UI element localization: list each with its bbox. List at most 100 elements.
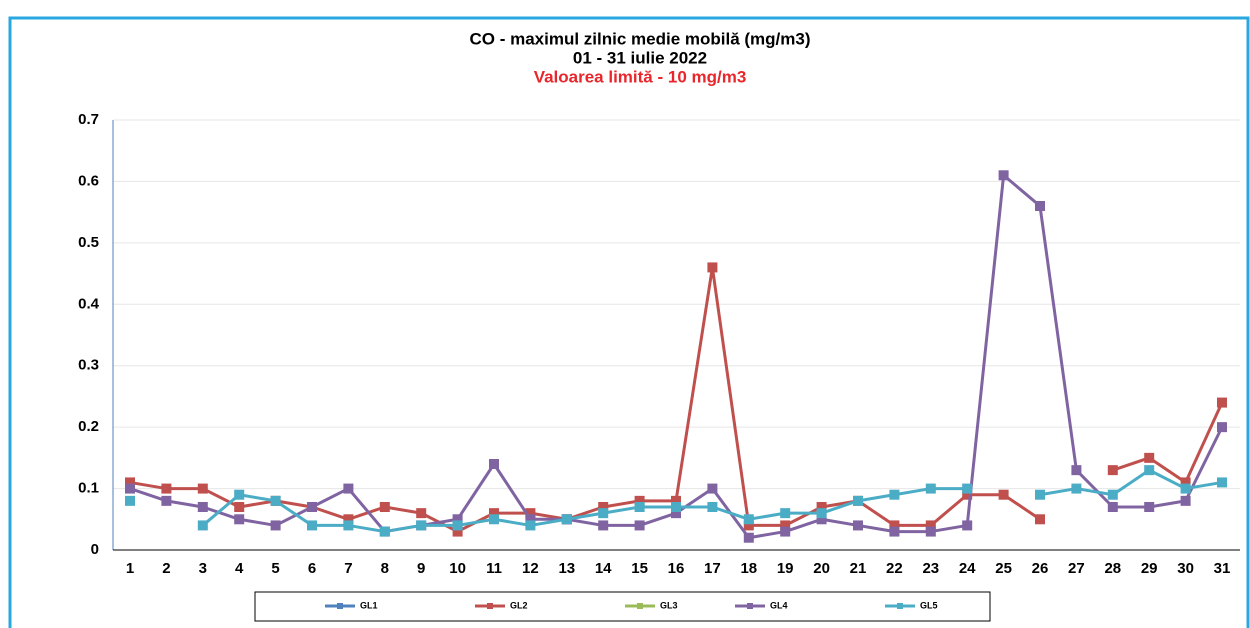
marker xyxy=(925,483,936,494)
marker xyxy=(1144,452,1155,463)
x-tick-label: 14 xyxy=(595,560,612,577)
marker xyxy=(197,502,208,512)
marker xyxy=(634,520,645,531)
y-tick-label: 0.4 xyxy=(78,295,100,312)
x-tick-label: 3 xyxy=(199,560,207,577)
marker xyxy=(343,520,354,531)
marker xyxy=(889,526,900,537)
marker xyxy=(234,489,245,500)
series-line xyxy=(129,265,1224,534)
legend-label: GL5 xyxy=(920,600,938,610)
x-tick-label: 8 xyxy=(381,560,389,577)
x-tick-label: 17 xyxy=(704,560,721,577)
marker xyxy=(816,502,827,512)
x-tick-label: 2 xyxy=(162,560,170,577)
marker xyxy=(125,477,135,488)
x-tick-label: 21 xyxy=(850,560,867,577)
y-tick-label: 0.3 xyxy=(78,357,99,374)
x-tick-label: 22 xyxy=(886,560,903,577)
marker xyxy=(561,514,572,525)
x-tick-label: 10 xyxy=(449,560,466,577)
marker xyxy=(1217,422,1227,433)
marker xyxy=(598,520,609,531)
marker xyxy=(1107,489,1118,500)
x-tick-label: 15 xyxy=(631,560,648,577)
y-tick-label: 0.7 xyxy=(78,111,99,128)
marker xyxy=(452,520,463,531)
marker xyxy=(270,520,281,531)
marker xyxy=(1071,483,1082,494)
marker xyxy=(1035,514,1045,525)
marker xyxy=(598,508,609,519)
legend-marker xyxy=(487,603,493,609)
x-tick-label: 4 xyxy=(235,560,244,577)
marker xyxy=(925,526,936,537)
legend xyxy=(254,591,991,622)
marker xyxy=(634,502,645,512)
annotation: Valoarea limită - 10 mg/m3 xyxy=(534,67,747,86)
legend-label: GL1 xyxy=(360,600,378,610)
marker xyxy=(1180,495,1191,506)
marker xyxy=(161,495,172,506)
marker xyxy=(1107,502,1118,512)
marker xyxy=(780,520,791,531)
x-tick-label: 19 xyxy=(777,560,794,577)
legend-label: GL4 xyxy=(770,600,788,610)
x-tick-label: 25 xyxy=(995,560,1012,577)
x-tick-label: 29 xyxy=(1141,560,1158,577)
x-tick-label: 9 xyxy=(417,560,425,577)
marker xyxy=(1144,502,1155,512)
x-tick-label: 18 xyxy=(740,560,757,577)
marker xyxy=(816,514,827,525)
x-tick-label: 27 xyxy=(1068,560,1085,577)
marker xyxy=(962,489,973,500)
marker xyxy=(1071,465,1082,476)
marker xyxy=(489,459,499,469)
x-tick-label: 12 xyxy=(522,560,539,577)
y-tick-label: 0.6 xyxy=(78,172,99,189)
marker xyxy=(234,502,245,512)
marker xyxy=(780,526,791,537)
marker xyxy=(161,483,172,494)
marker xyxy=(889,489,900,500)
legend-marker xyxy=(747,603,753,609)
legend-label: GL2 xyxy=(510,600,528,610)
marker xyxy=(343,483,354,494)
series-line xyxy=(201,468,1223,534)
marker xyxy=(707,483,718,494)
marker xyxy=(1035,201,1045,211)
chart-title: CO - maximul zilnic medie mobilă (mg/m3) xyxy=(469,29,810,48)
marker xyxy=(743,532,754,543)
x-tick-label: 11 xyxy=(486,560,502,577)
marker xyxy=(671,502,681,512)
marker xyxy=(634,495,645,506)
marker xyxy=(234,514,245,525)
x-tick-label: 20 xyxy=(813,560,830,577)
marker xyxy=(125,483,135,494)
x-tick-label: 1 xyxy=(126,560,134,577)
marker xyxy=(598,502,609,512)
marker xyxy=(307,502,317,512)
marker xyxy=(1144,465,1155,476)
marker xyxy=(743,514,754,525)
marker xyxy=(671,495,681,506)
x-tick-label: 6 xyxy=(308,560,316,577)
marker xyxy=(743,520,754,531)
x-tick-label: 13 xyxy=(558,560,575,577)
marker xyxy=(707,502,718,512)
x-tick-label: 28 xyxy=(1104,560,1121,577)
legend-marker xyxy=(637,603,643,609)
marker xyxy=(998,489,1009,500)
marker xyxy=(197,483,208,494)
x-tick-label: 24 xyxy=(959,560,976,577)
legend-marker xyxy=(897,603,903,609)
x-tick-label: 7 xyxy=(344,560,352,577)
x-tick-label: 26 xyxy=(1032,560,1049,577)
marker xyxy=(1180,477,1191,488)
marker xyxy=(816,508,827,519)
y-tick-label: 0.2 xyxy=(78,418,99,435)
x-tick-label: 5 xyxy=(271,560,279,577)
x-tick-label: 16 xyxy=(668,560,685,577)
marker xyxy=(925,520,936,531)
legend-marker xyxy=(337,603,343,609)
